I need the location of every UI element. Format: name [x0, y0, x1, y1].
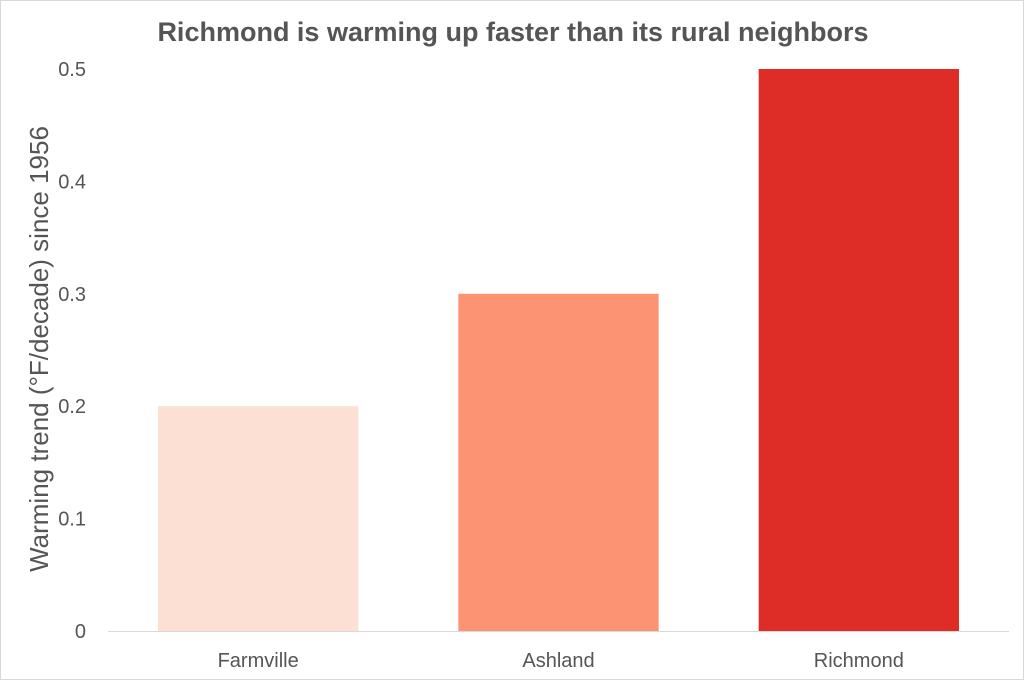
- chart-title: Richmond is warming up faster than its r…: [157, 17, 868, 47]
- bars-group: [158, 69, 959, 631]
- y-tick-label: 0.4: [58, 171, 86, 193]
- bar-farmville: [158, 406, 359, 631]
- y-axis-label: Warming trend (°F/decade) since 1956: [24, 126, 54, 572]
- y-tick-label: 0.2: [58, 396, 86, 418]
- bar-ashland: [458, 293, 659, 631]
- x-tick-label: Farmville: [218, 650, 299, 672]
- y-axis-ticks: 0 0.1 0.2 0.3 0.4 0.5: [58, 59, 86, 643]
- x-axis-ticks: Farmville Ashland Richmond: [218, 650, 904, 672]
- y-tick-label: 0.1: [58, 509, 86, 531]
- y-tick-label: 0.5: [58, 59, 86, 81]
- bar-richmond: [758, 69, 959, 631]
- y-tick-label: 0.3: [58, 284, 86, 306]
- x-tick-label: Richmond: [814, 650, 904, 672]
- y-tick-label: 0: [75, 621, 86, 643]
- x-tick-label: Ashland: [522, 650, 594, 672]
